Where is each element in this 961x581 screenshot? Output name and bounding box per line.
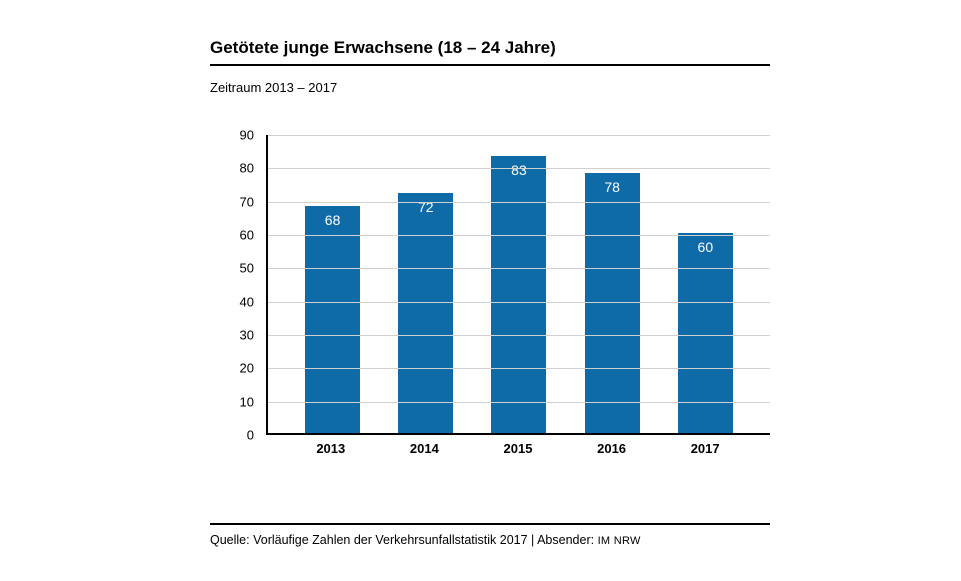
x-tick-label: 2017 xyxy=(678,441,733,456)
grid-line xyxy=(268,235,770,236)
bar: 78 xyxy=(585,173,640,433)
chart-subtitle: Zeitraum 2013 – 2017 xyxy=(210,80,770,95)
y-tick-label: 70 xyxy=(214,194,254,209)
y-tick-label: 40 xyxy=(214,294,254,309)
title-divider xyxy=(210,64,770,66)
bar: 83 xyxy=(491,156,546,433)
bar-value-label: 83 xyxy=(491,162,546,178)
bar: 72 xyxy=(398,193,453,433)
bar: 68 xyxy=(305,206,360,433)
y-tick-label: 60 xyxy=(214,228,254,243)
grid-line xyxy=(268,202,770,203)
chart-title: Getötete junge Erwachsene (18 – 24 Jahre… xyxy=(210,38,770,58)
y-tick-label: 20 xyxy=(214,361,254,376)
y-tick-label: 80 xyxy=(214,161,254,176)
sender-prefix: Absender: xyxy=(537,533,597,547)
grid-line xyxy=(268,302,770,303)
source-text: Vorläufige Zahlen der Verkehrsunfallstat… xyxy=(253,533,527,547)
y-tick-label: 10 xyxy=(214,394,254,409)
grid-line xyxy=(268,368,770,369)
footer-divider xyxy=(210,523,770,525)
plot-region: 68 72 83 78 60 xyxy=(266,135,770,435)
y-tick-label: 50 xyxy=(214,261,254,276)
y-tick-label: 0 xyxy=(214,428,254,443)
grid-line xyxy=(268,335,770,336)
grid-line xyxy=(268,135,770,136)
bar: 60 xyxy=(678,233,733,433)
grid-line xyxy=(268,168,770,169)
sender-text: IM NRW xyxy=(598,535,641,547)
x-tick-label: 2015 xyxy=(490,441,545,456)
source-line: Quelle: Vorläufige Zahlen der Verkehrsun… xyxy=(210,533,770,547)
y-tick-label: 90 xyxy=(214,128,254,143)
bar-value-label: 60 xyxy=(678,239,733,255)
chart-container: Getötete junge Erwachsene (18 – 24 Jahre… xyxy=(210,38,770,547)
grid-line xyxy=(268,402,770,403)
chart-plot-area: 0102030405060708090 6872837860 201320142… xyxy=(210,135,770,465)
bars-group: 68 72 83 78 60 xyxy=(268,135,770,433)
y-tick-label: 30 xyxy=(214,328,254,343)
x-tick-label: 2013 xyxy=(303,441,358,456)
grid-line xyxy=(268,268,770,269)
x-tick-label: 2016 xyxy=(584,441,639,456)
y-axis: 0102030405060708090 xyxy=(210,135,262,465)
source-prefix: Quelle: xyxy=(210,533,253,547)
x-tick-label: 2014 xyxy=(397,441,452,456)
source-separator: | xyxy=(528,533,538,547)
bar-value-label: 68 xyxy=(305,212,360,228)
x-axis: 2013 2014 2015 2016 2017 xyxy=(266,441,770,456)
bar-value-label: 78 xyxy=(585,179,640,195)
